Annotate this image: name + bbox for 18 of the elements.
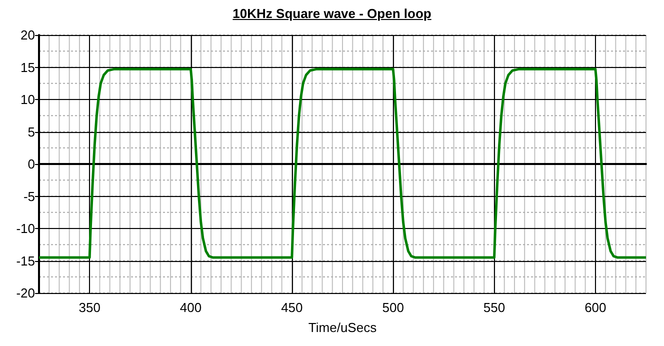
chart-title: 10KHz Square wave - Open loop: [232, 6, 432, 21]
y-tick-label: 15: [20, 60, 35, 75]
y-tick-label: 0: [28, 156, 35, 172]
x-tick-label: 350: [78, 300, 100, 315]
x-tick-label: 500: [382, 300, 404, 315]
y-tick-label: -20: [16, 286, 35, 300]
x-tick-label: 450: [281, 300, 303, 315]
line-series: [38, 68, 648, 259]
x-axis-title: Time/uSecs: [308, 320, 378, 335]
x-tick-label: 600: [584, 300, 606, 315]
x-tick-label: 550: [483, 300, 506, 315]
y-tick-label: 20: [20, 28, 35, 42]
y-tick-label: 5: [28, 124, 35, 140]
y-tick-label: -5: [23, 188, 35, 204]
y-tick-label: 10: [20, 92, 35, 107]
y-tick-label: -10: [16, 221, 35, 236]
x-tick-label: 400: [180, 300, 202, 315]
y-tick-label: -15: [16, 253, 35, 268]
